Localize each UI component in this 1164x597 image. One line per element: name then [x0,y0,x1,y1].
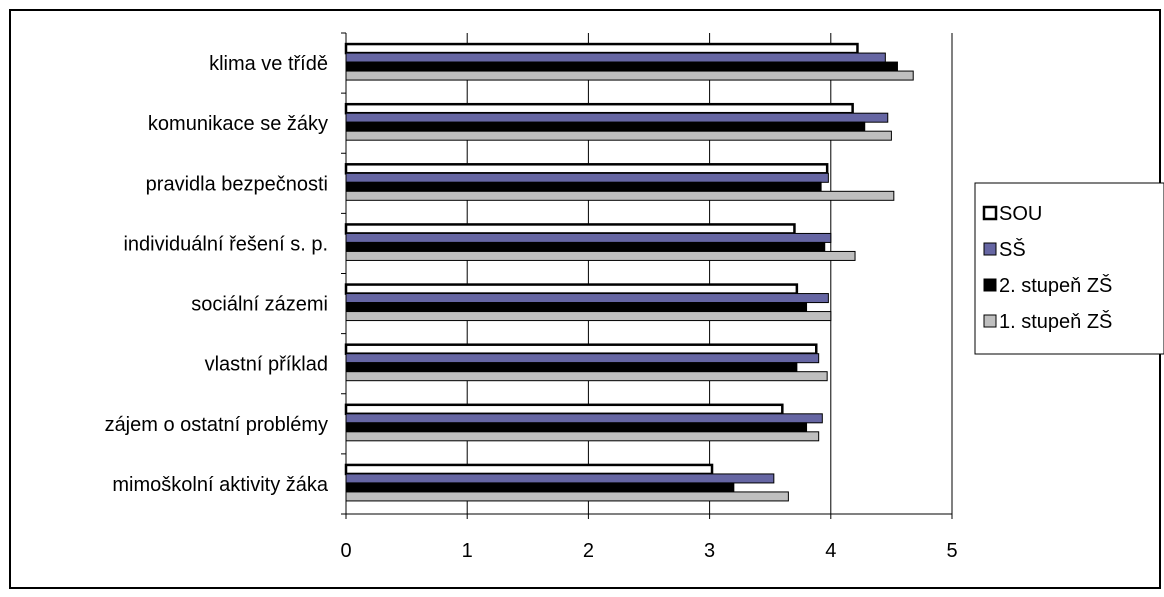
bar [344,42,859,55]
bar [345,241,826,252]
category-label: pravidla bezpečnosti [146,173,328,195]
bar [345,130,892,141]
bar [344,102,854,115]
category-label: individuální řešení s. p. [123,233,328,255]
legend-box [974,182,1164,355]
bar [345,422,808,433]
legend-label: SOU [999,203,1042,225]
bar [345,353,820,364]
axes: klima ve třídě komunikace se žáky pravidla… [105,32,958,562]
bar [345,232,832,243]
bar [344,163,829,175]
bar [345,190,895,201]
legend-swatch [983,314,997,328]
bar [345,70,914,81]
bar [345,362,798,373]
x-tick-label: 1 [462,540,473,562]
category-label: zájem o ostatní problémy [105,414,328,436]
x-tick-label: 0 [340,540,351,562]
bar [345,371,828,382]
bar [344,463,714,476]
bar [345,61,898,72]
bar [345,112,889,123]
bar [345,482,735,493]
legend-label: 1. stupeň ZŠ [999,310,1112,333]
legend-swatch [982,205,998,221]
x-tick-label: 4 [825,540,836,562]
category-label: klima ve třídě [209,53,328,75]
category-label: mimoškolní aktivity žáka [112,474,328,496]
bars [344,42,914,502]
bar [344,283,799,295]
bar [345,431,820,442]
category-label: sociální zázemi [191,294,328,316]
bar [344,223,796,235]
legend-swatch [983,278,997,292]
x-tick-label: 2 [583,540,594,562]
category-label: vlastní příklad [205,354,328,376]
bar [345,491,789,502]
legend: SOU SŠ 2. stupeň ZŠ 1. stupeň ZŠ [974,182,1164,355]
bar [345,250,856,261]
bar [345,293,829,304]
x-tick-label: 5 [946,540,957,562]
bar [344,343,818,355]
bar [345,121,866,132]
legend-swatch [983,242,997,256]
legend-label: SŠ [999,238,1026,261]
bar [345,52,886,63]
legend-label: 2. stupeň ZŠ [999,274,1112,297]
bar [345,473,775,484]
bar [345,413,823,424]
bar [345,172,829,183]
x-tick-label: 3 [704,540,715,562]
category-label: komunikace se žáky [148,113,328,135]
bar [345,181,822,192]
bar [345,311,832,322]
bar [345,302,808,313]
bar [344,403,784,416]
